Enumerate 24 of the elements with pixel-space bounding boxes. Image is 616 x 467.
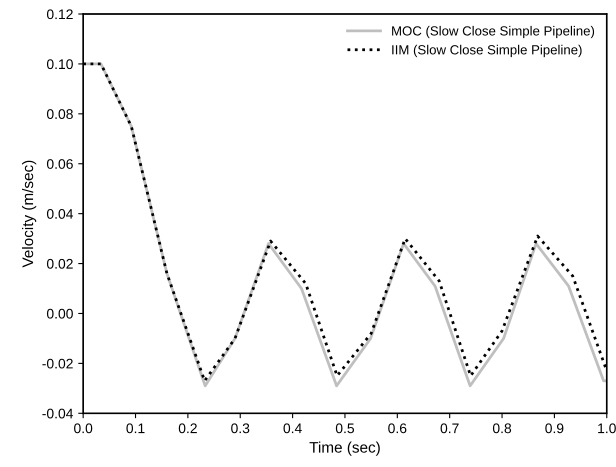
y-axis-title: Velocity (m/sec) — [22, 160, 36, 268]
x-tick-label: 0.3 — [231, 423, 250, 434]
x-axis-title: Time (sec) — [310, 442, 380, 456]
y-tick-label: 0.00 — [46, 308, 73, 319]
y-tick-label: 0.10 — [46, 59, 73, 70]
x-tick-label: 0.0 — [74, 423, 92, 434]
y-tick-label: 0.04 — [46, 208, 74, 219]
y-tick-label: -0.02 — [42, 358, 73, 369]
x-tick-label: 0.7 — [440, 423, 459, 434]
x-tick-label: 0.8 — [492, 423, 512, 434]
x-tick-label: 1.0 — [598, 423, 616, 434]
y-tick-label: 0.06 — [46, 159, 73, 169]
x-tick-label: 0.5 — [336, 423, 354, 434]
y-tick-label: 0.02 — [46, 258, 73, 269]
y-tick-label: 0.12 — [46, 9, 73, 20]
y-tick-label: 0.08 — [46, 109, 73, 119]
x-tick-label: 0.4 — [283, 423, 302, 434]
legend-label: IIM (Slow Close Simple Pipeline) — [392, 44, 582, 58]
x-tick-label: 0.1 — [126, 423, 144, 434]
legend-label: MOC (Slow Close Simple Pipeline) — [392, 26, 594, 38]
y-tick-label: -0.04 — [42, 408, 74, 418]
x-tick-label: 0.6 — [388, 423, 406, 434]
x-tick-label: 0.2 — [178, 423, 197, 434]
x-tick-label: 0.9 — [545, 423, 564, 434]
